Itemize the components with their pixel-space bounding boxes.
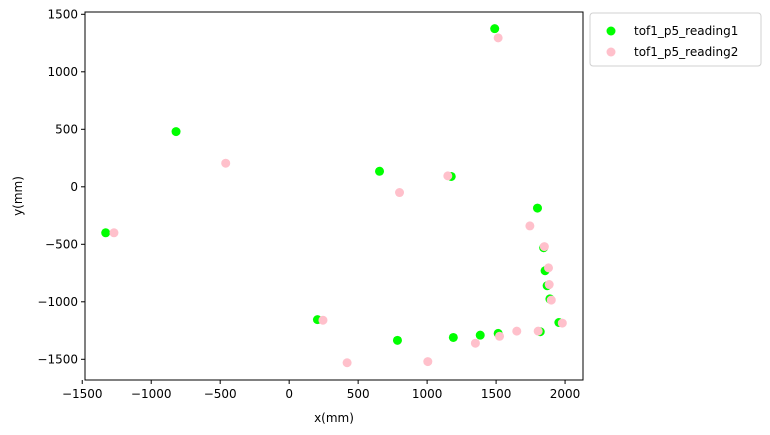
data-point — [544, 280, 554, 290]
data-point — [101, 228, 111, 238]
y-tick-label: −1500 — [37, 352, 78, 366]
x-tick-label: −500 — [204, 387, 237, 401]
x-tick-label: 0 — [285, 387, 293, 401]
legend-frame — [589, 12, 762, 67]
data-point — [546, 295, 556, 305]
data-point — [423, 357, 433, 367]
x-tick-label: −1500 — [62, 387, 103, 401]
data-point — [475, 330, 485, 340]
x-tick-label: 2000 — [550, 387, 581, 401]
data-point — [221, 158, 231, 168]
data-point — [495, 331, 505, 341]
data-point — [493, 33, 503, 43]
y-tick-label: 0 — [70, 180, 78, 194]
legend-marker — [606, 26, 616, 36]
legend-marker — [606, 47, 616, 57]
data-point — [395, 188, 405, 198]
data-point — [470, 338, 480, 348]
data-point — [443, 171, 453, 181]
data-point — [525, 221, 535, 231]
x-tick-label: 1500 — [481, 387, 512, 401]
data-point — [342, 358, 352, 368]
data-point — [109, 228, 119, 238]
data-point — [544, 263, 554, 273]
plot-area — [85, 12, 583, 380]
y-axis-ticks: −1500 −1000 −500 0 500 1000 1500 — [37, 7, 85, 366]
data-point — [532, 203, 542, 213]
y-tick-label: 500 — [55, 122, 78, 136]
data-point — [448, 332, 458, 342]
data-point — [375, 166, 385, 176]
data-point — [490, 24, 500, 34]
x-tick-label: 1000 — [412, 387, 443, 401]
data-point — [557, 318, 567, 328]
legend-label: tof1_p5_reading2 — [634, 45, 738, 59]
y-tick-label: −500 — [45, 237, 78, 251]
y-axis-label: y(mm) — [11, 176, 25, 216]
data-point — [171, 127, 181, 137]
data-point — [539, 242, 549, 252]
x-axis-ticks: −1500 −1000 −500 0 500 1000 1500 2000 — [62, 380, 580, 401]
legend: tof1_p5_reading1 tof1_p5_reading2 — [589, 12, 762, 67]
data-point — [512, 326, 522, 336]
y-tick-label: −1000 — [37, 295, 78, 309]
data-point — [392, 335, 402, 345]
y-tick-label: 1500 — [47, 7, 78, 21]
legend-label: tof1_p5_reading1 — [634, 24, 738, 38]
data-point — [318, 315, 328, 325]
plot-frame — [84, 11, 584, 381]
data-points — [101, 24, 567, 368]
data-point — [533, 326, 543, 336]
series-tof1_p5_reading2 — [109, 33, 567, 368]
y-tick-label: 1000 — [47, 65, 78, 79]
x-axis-label: x(mm) — [314, 411, 354, 425]
x-tick-label: −1000 — [131, 387, 172, 401]
x-tick-label: 500 — [347, 387, 370, 401]
